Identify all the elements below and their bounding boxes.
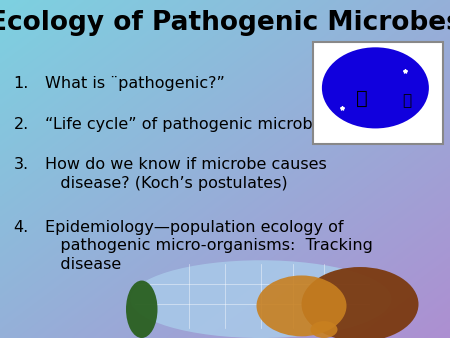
Ellipse shape [130, 260, 392, 338]
Ellipse shape [310, 321, 338, 338]
Text: 4.: 4. [14, 220, 29, 235]
Ellipse shape [302, 267, 418, 338]
Text: What is ¨pathogenic?”: What is ¨pathogenic?” [45, 76, 225, 91]
Ellipse shape [126, 281, 158, 338]
Text: 2.: 2. [14, 117, 29, 131]
Text: 🐸: 🐸 [356, 89, 368, 107]
Text: 🐸: 🐸 [402, 94, 411, 108]
Ellipse shape [256, 275, 346, 336]
FancyBboxPatch shape [313, 42, 443, 144]
Text: Epidemiology—population ecology of
   pathogenic micro-organisms:  Tracking
   d: Epidemiology—population ecology of patho… [45, 220, 373, 272]
Text: “Life cycle” of pathogenic microbes: “Life cycle” of pathogenic microbes [45, 117, 331, 131]
Text: Ecology of Pathogenic Microbes: Ecology of Pathogenic Microbes [0, 10, 450, 36]
Ellipse shape [322, 47, 429, 128]
Text: How do we know if microbe causes
   disease? (Koch’s postulates): How do we know if microbe causes disease… [45, 157, 327, 191]
Text: 1.: 1. [14, 76, 29, 91]
Text: 3.: 3. [14, 157, 29, 172]
